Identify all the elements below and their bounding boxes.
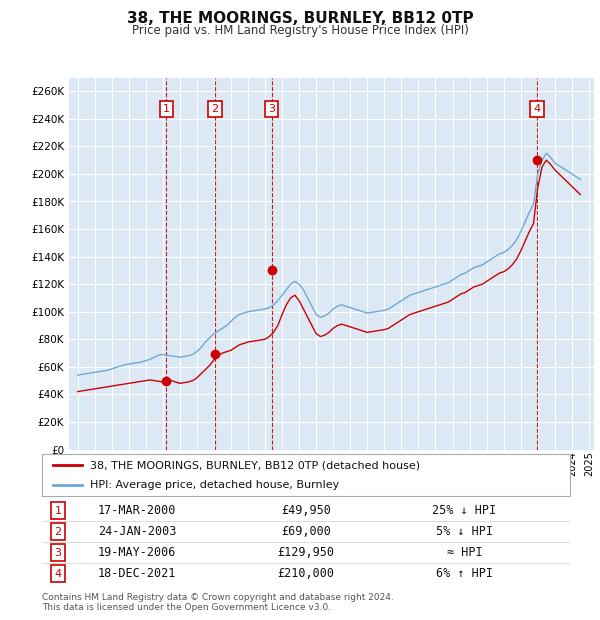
Text: 17-MAR-2000: 17-MAR-2000 (98, 504, 176, 517)
Text: Price paid vs. HM Land Registry's House Price Index (HPI): Price paid vs. HM Land Registry's House … (131, 24, 469, 37)
Text: 18-DEC-2021: 18-DEC-2021 (98, 567, 176, 580)
Text: 2: 2 (212, 104, 218, 114)
Text: 4: 4 (54, 569, 61, 578)
Text: £69,000: £69,000 (281, 525, 331, 538)
Text: £129,950: £129,950 (277, 546, 335, 559)
Text: 38, THE MOORINGS, BURNLEY, BB12 0TP (detached house): 38, THE MOORINGS, BURNLEY, BB12 0TP (det… (89, 460, 419, 470)
Text: £210,000: £210,000 (277, 567, 335, 580)
Text: 1: 1 (163, 104, 170, 114)
Text: Contains HM Land Registry data © Crown copyright and database right 2024.: Contains HM Land Registry data © Crown c… (42, 593, 394, 602)
Text: 3: 3 (55, 547, 61, 557)
Text: 38, THE MOORINGS, BURNLEY, BB12 0TP: 38, THE MOORINGS, BURNLEY, BB12 0TP (127, 11, 473, 26)
Text: 24-JAN-2003: 24-JAN-2003 (98, 525, 176, 538)
Text: 25% ↓ HPI: 25% ↓ HPI (433, 504, 496, 517)
Text: This data is licensed under the Open Government Licence v3.0.: This data is licensed under the Open Gov… (42, 603, 331, 612)
Text: 5% ↓ HPI: 5% ↓ HPI (436, 525, 493, 538)
Text: 1: 1 (55, 506, 61, 516)
Text: 4: 4 (533, 104, 541, 114)
Text: 3: 3 (268, 104, 275, 114)
Text: 6% ↑ HPI: 6% ↑ HPI (436, 567, 493, 580)
Text: HPI: Average price, detached house, Burnley: HPI: Average price, detached house, Burn… (89, 480, 339, 490)
Text: 2: 2 (54, 527, 61, 537)
Text: £49,950: £49,950 (281, 504, 331, 517)
Text: 19-MAY-2006: 19-MAY-2006 (98, 546, 176, 559)
Text: ≈ HPI: ≈ HPI (446, 546, 482, 559)
